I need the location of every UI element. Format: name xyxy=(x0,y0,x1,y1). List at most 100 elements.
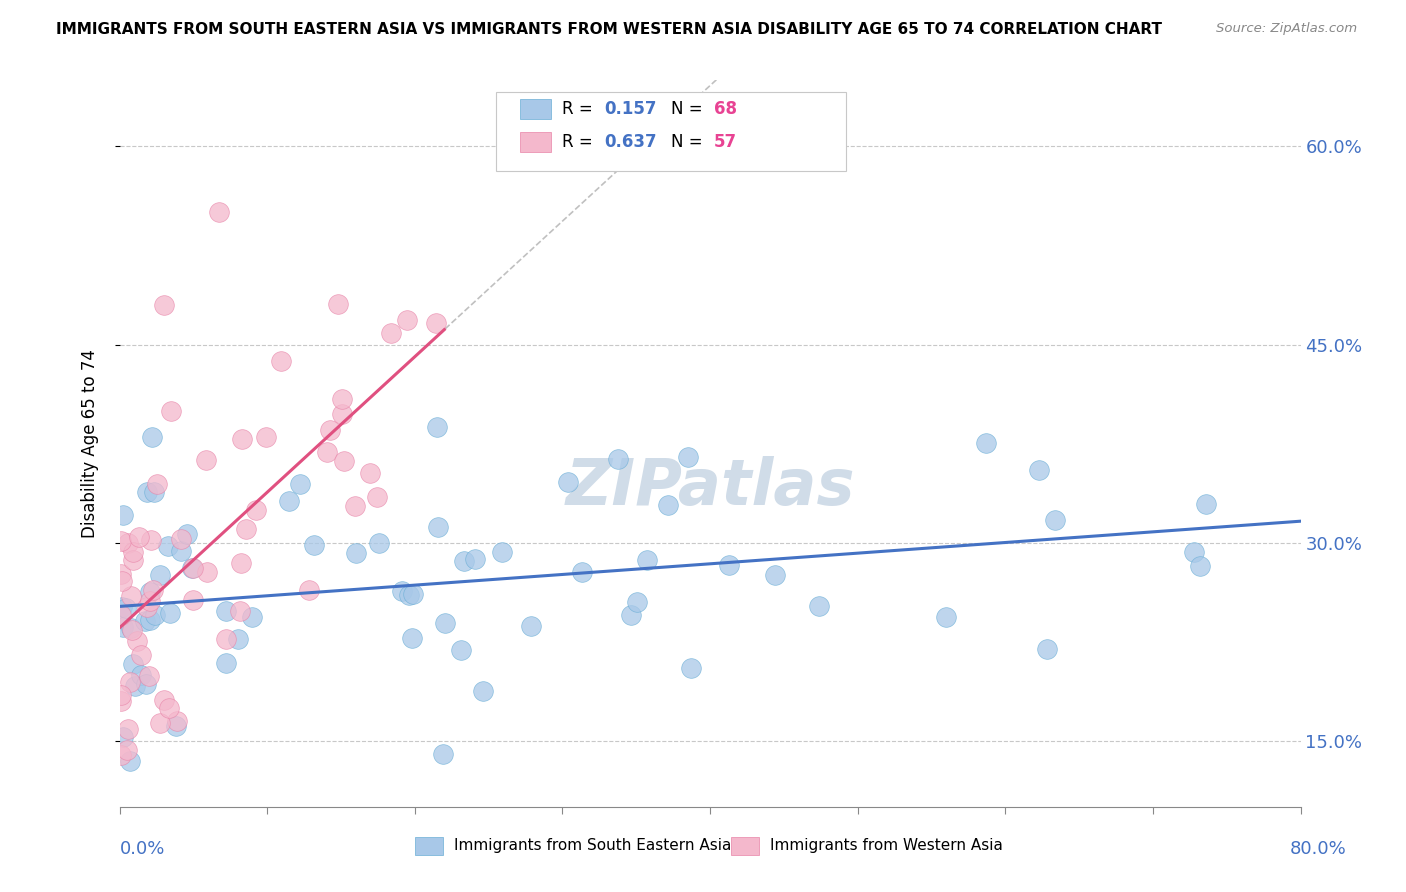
Point xyxy=(288,477,311,491)
Text: R =: R = xyxy=(562,100,599,118)
Point xyxy=(425,316,447,330)
Text: Source: ZipAtlas.com: Source: ZipAtlas.com xyxy=(1216,22,1357,36)
Y-axis label: Disability Age 65 to 74: Disability Age 65 to 74 xyxy=(80,350,98,538)
Point xyxy=(124,679,146,693)
Point xyxy=(111,508,134,522)
Text: Immigrants from Western Asia: Immigrants from Western Asia xyxy=(770,838,1004,853)
Point xyxy=(149,715,172,730)
Point xyxy=(717,558,740,572)
Point xyxy=(159,606,181,620)
Point xyxy=(432,747,454,762)
Point xyxy=(245,502,267,516)
Point xyxy=(398,589,420,603)
Point xyxy=(520,619,543,633)
Point xyxy=(491,544,513,558)
Point xyxy=(180,561,202,575)
Point xyxy=(110,607,132,622)
Point xyxy=(1036,641,1059,656)
Point xyxy=(117,536,139,550)
Point xyxy=(153,693,176,707)
Point xyxy=(120,621,142,635)
Point xyxy=(141,430,163,444)
Point xyxy=(763,567,786,582)
Point xyxy=(142,484,165,499)
Point xyxy=(120,590,142,604)
Point xyxy=(319,423,342,437)
Point xyxy=(1028,463,1050,477)
Point xyxy=(176,527,198,541)
Point xyxy=(170,544,193,558)
Point xyxy=(111,574,134,589)
Point xyxy=(129,648,152,662)
Point xyxy=(160,404,183,418)
Point xyxy=(626,595,648,609)
Point xyxy=(169,533,191,547)
Point xyxy=(1195,498,1218,512)
Point xyxy=(240,610,263,624)
Text: 0.157: 0.157 xyxy=(605,100,657,118)
Point xyxy=(117,723,139,737)
Point xyxy=(426,419,449,434)
Point xyxy=(195,453,218,467)
Point xyxy=(139,593,162,607)
Point xyxy=(134,615,156,629)
Point xyxy=(197,565,219,579)
Point xyxy=(121,624,143,638)
Text: N =: N = xyxy=(671,100,707,118)
Point xyxy=(111,600,134,615)
Point xyxy=(1189,559,1212,574)
Point xyxy=(807,599,830,613)
Point xyxy=(304,538,326,552)
Point xyxy=(380,326,402,341)
Point xyxy=(277,494,299,508)
Point xyxy=(391,584,413,599)
Point xyxy=(110,688,132,702)
Text: 80.0%: 80.0% xyxy=(1291,840,1347,858)
Point xyxy=(215,632,238,647)
Point xyxy=(974,436,997,450)
Point xyxy=(136,600,159,615)
Point xyxy=(270,353,292,368)
Point xyxy=(1043,513,1066,527)
Point xyxy=(344,500,367,514)
Point xyxy=(143,607,166,622)
Point xyxy=(128,531,150,545)
Point xyxy=(557,475,579,489)
Text: Immigrants from South Eastern Asia: Immigrants from South Eastern Asia xyxy=(454,838,731,853)
Point xyxy=(235,522,257,536)
Point xyxy=(139,584,162,599)
Point xyxy=(181,560,204,574)
Point xyxy=(226,632,249,646)
Point xyxy=(112,731,135,745)
Point xyxy=(935,609,957,624)
Point xyxy=(367,535,389,549)
Point xyxy=(326,297,349,311)
Text: N =: N = xyxy=(671,133,707,151)
Point xyxy=(122,657,145,671)
Point xyxy=(110,694,132,708)
Point xyxy=(139,613,162,627)
Point xyxy=(330,407,353,421)
Point xyxy=(332,392,354,406)
Point xyxy=(142,582,165,597)
Point xyxy=(636,552,658,566)
Point xyxy=(136,485,159,500)
Point xyxy=(157,539,180,553)
Text: ZIPatlas: ZIPatlas xyxy=(565,457,855,518)
Point xyxy=(110,748,132,763)
Point xyxy=(571,566,593,580)
Point xyxy=(359,466,381,480)
Point xyxy=(135,677,157,691)
Point xyxy=(453,554,475,568)
Point xyxy=(183,593,205,607)
Point xyxy=(344,545,367,559)
Point xyxy=(366,491,388,505)
Point xyxy=(298,582,321,597)
Point xyxy=(396,313,419,327)
Point xyxy=(472,684,495,698)
Point xyxy=(146,477,169,491)
Point xyxy=(115,600,138,615)
Point xyxy=(657,498,679,512)
Point xyxy=(118,675,141,690)
Point xyxy=(127,634,149,648)
